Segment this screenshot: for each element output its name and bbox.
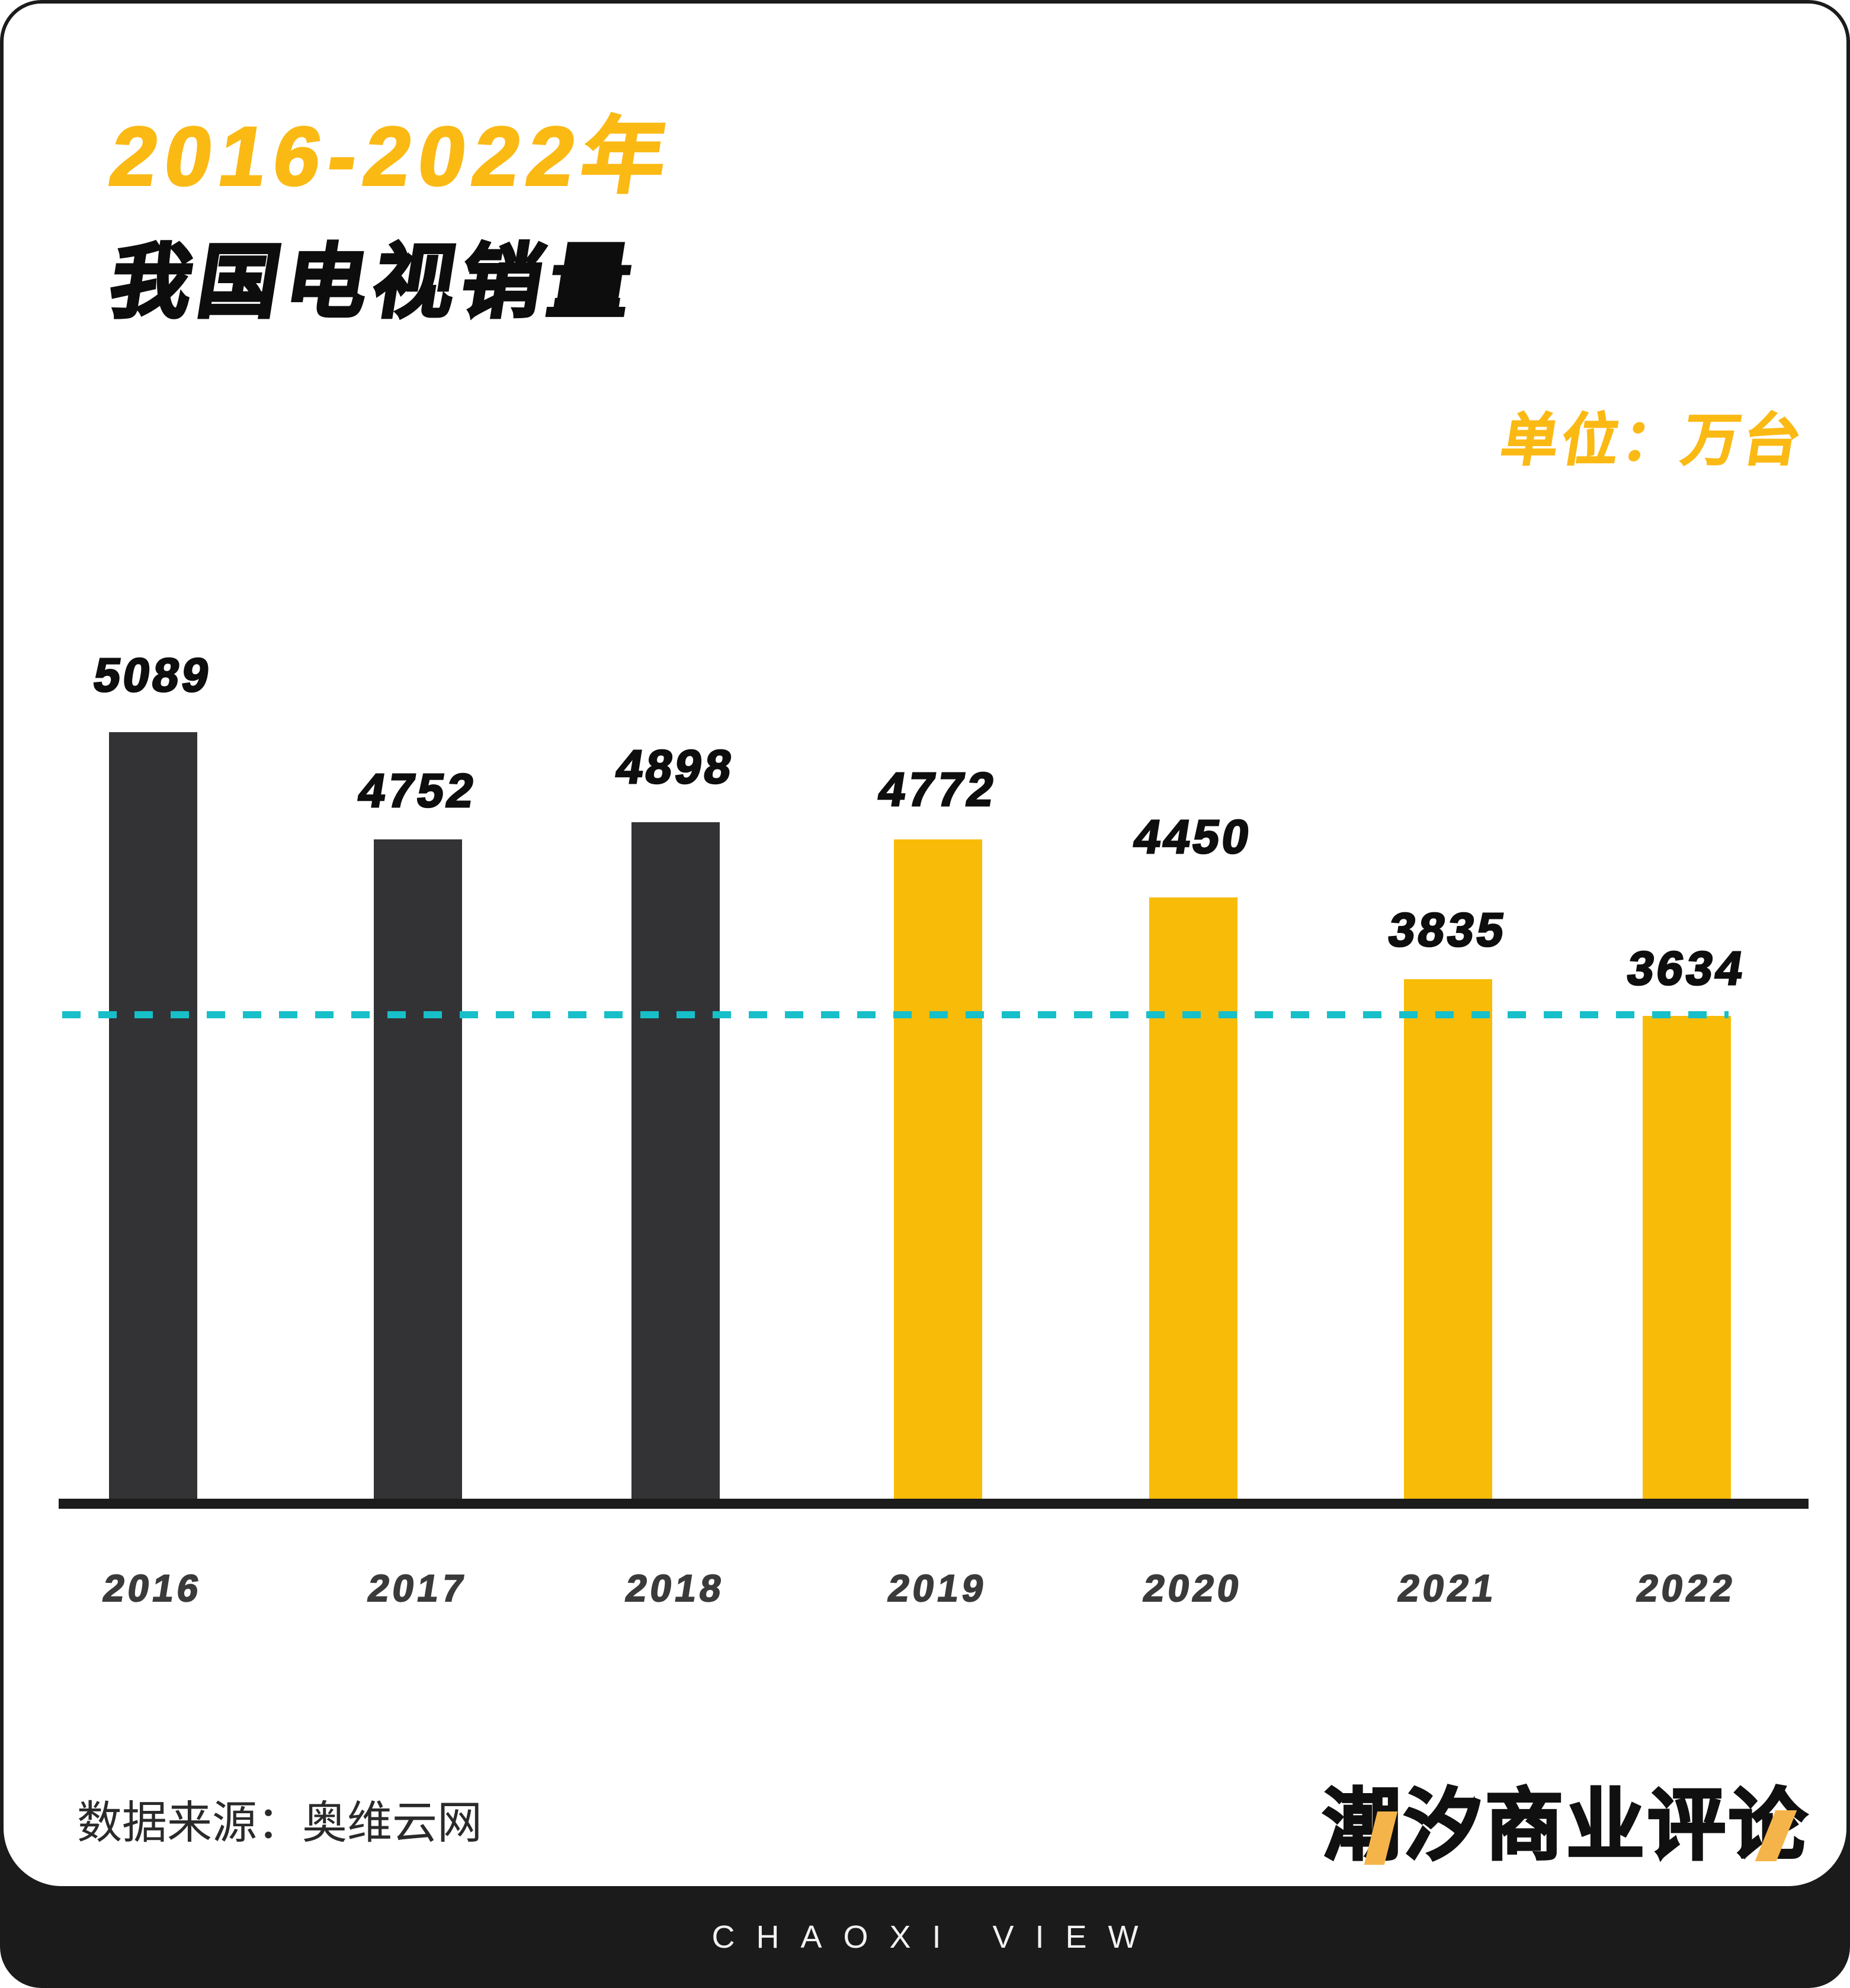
footer-tagline: CHAOXI VIEW: [711, 1919, 1160, 1955]
year-label-2017: 2017: [364, 1566, 471, 1610]
data-source-value: 奥维云网: [302, 1798, 482, 1848]
bar-2016: [109, 732, 197, 1499]
value-label-2020: 4450: [1130, 810, 1257, 864]
year-label-2022: 2022: [1633, 1566, 1740, 1610]
year-label-2021: 2021: [1394, 1566, 1501, 1610]
unit-label: 单位：万台: [1496, 408, 1810, 473]
value-label-2021: 3835: [1384, 903, 1512, 957]
page-title-subject: 我国电视销量: [102, 236, 646, 329]
x-axis-line: [59, 1499, 1809, 1509]
year-label-2016: 2016: [100, 1566, 206, 1610]
bar-2020: [1149, 897, 1237, 1499]
year-label-2018: 2018: [622, 1566, 729, 1610]
value-label-2017: 4752: [354, 764, 482, 818]
bar-2017: [374, 839, 462, 1499]
chart-card: 2016-2022年 我国电视销量 单位：万台 5089 4752 4898 4…: [4, 4, 1846, 1886]
footer-bar: CHAOXI VIEW: [0, 1886, 1850, 1988]
data-source-label: 数据来源：: [77, 1798, 302, 1848]
reference-dashed-line: [62, 1011, 1729, 1018]
bar-2018: [631, 822, 720, 1499]
value-label-2019: 4772: [874, 762, 1002, 817]
year-label-2019: 2019: [884, 1566, 991, 1610]
bar-2019: [894, 839, 982, 1499]
value-label-2022: 3634: [1623, 941, 1750, 996]
data-source: 数据来源：奥维云网: [77, 1797, 482, 1849]
bar-2022: [1643, 1016, 1731, 1499]
page-title-years: 2016-2022年: [103, 108, 682, 204]
bar-2021: [1404, 979, 1492, 1499]
value-label-2016: 5089: [89, 648, 217, 703]
value-label-2018: 4898: [612, 740, 739, 794]
brand-logo-text: 潮汐商业评论: [1322, 1782, 1810, 1869]
year-label-2020: 2020: [1140, 1566, 1246, 1610]
